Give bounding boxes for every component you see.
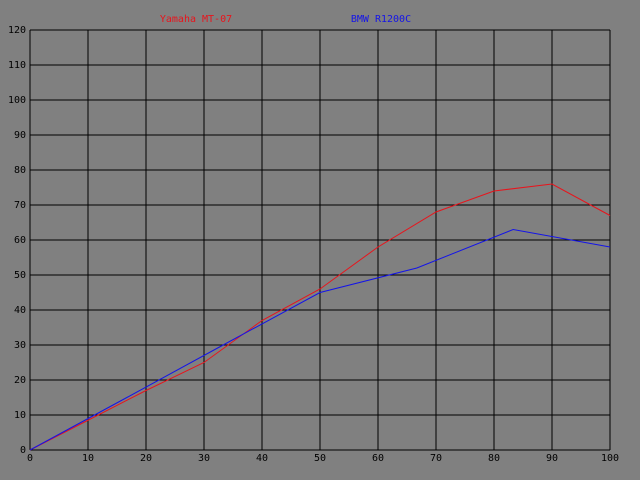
y-tick-label: 50 [14,270,26,281]
x-tick-label: 50 [314,453,326,464]
y-tick-label: 40 [14,305,26,316]
x-tick-label: 70 [430,453,442,464]
y-tick-label: 100 [8,95,26,106]
x-tick-label: 10 [82,453,94,464]
x-tick-label: 20 [140,453,152,464]
y-tick-label: 80 [14,165,26,176]
x-tick-label: 80 [488,453,500,464]
y-tick-label: 20 [14,375,26,386]
x-tick-label: 60 [372,453,384,464]
legend-entry: BMW R1200C [351,14,411,25]
legend-entry: Yamaha MT-07 [160,14,232,25]
y-tick-label: 110 [8,60,26,71]
x-tick-label: 40 [256,453,268,464]
y-tick-label: 70 [14,200,26,211]
x-tick-label: 100 [601,453,619,464]
y-tick-label: 90 [14,130,26,141]
y-tick-label: 60 [14,235,26,246]
x-tick-label: 0 [27,453,33,464]
x-tick-label: 30 [198,453,210,464]
series-line [29,228,611,451]
y-tick-label: 0 [20,445,26,456]
y-tick-label: 30 [14,340,26,351]
y-tick-label: 10 [14,410,26,421]
series-line [29,183,611,451]
y-tick-label: 120 [8,25,26,36]
x-tick-label: 90 [546,453,558,464]
